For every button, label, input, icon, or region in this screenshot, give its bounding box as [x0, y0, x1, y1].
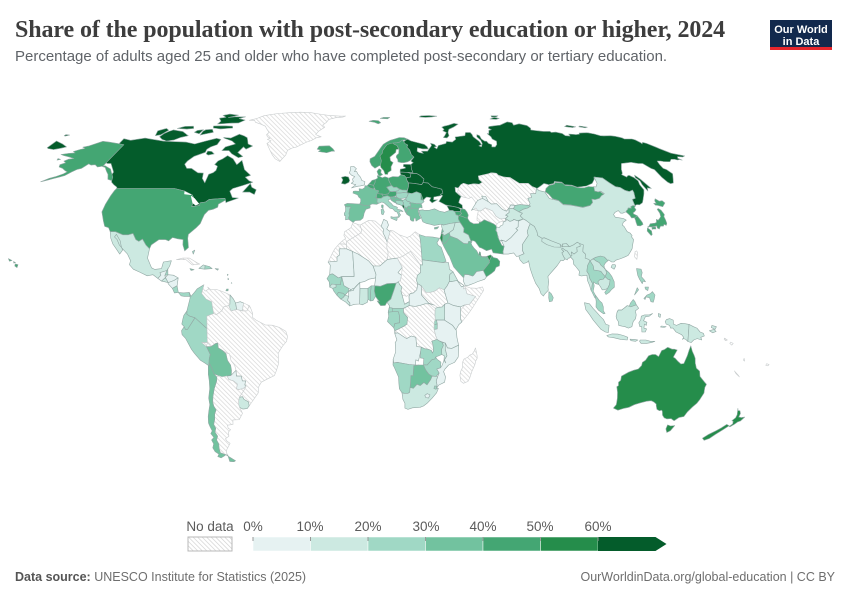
svg-text:30%: 30%	[412, 519, 439, 534]
svg-text:40%: 40%	[469, 519, 496, 534]
svg-text:No data: No data	[186, 519, 234, 534]
svg-text:60%: 60%	[584, 519, 611, 534]
svg-text:0%: 0%	[243, 519, 263, 534]
svg-text:20%: 20%	[354, 519, 381, 534]
svg-text:10%: 10%	[296, 519, 323, 534]
svg-text:50%: 50%	[526, 519, 553, 534]
